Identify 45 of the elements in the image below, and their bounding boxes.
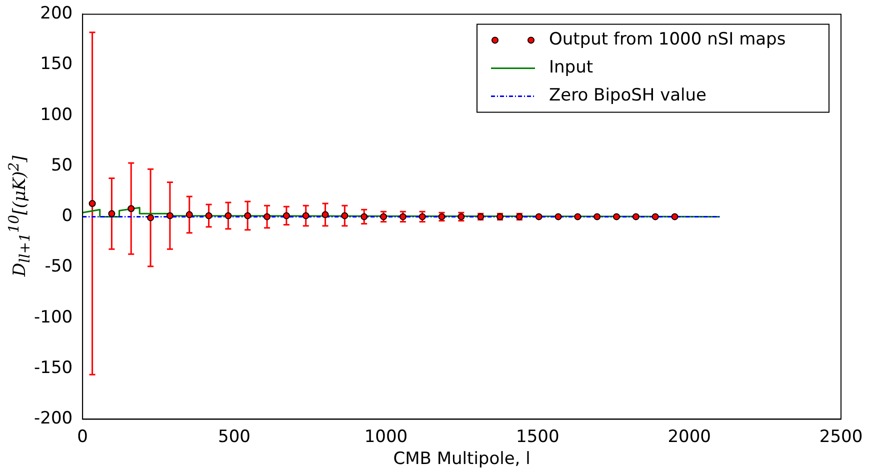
y-tick-label: -100 xyxy=(34,307,73,328)
point xyxy=(224,212,232,220)
legend-label: Output from 1000 nSI maps xyxy=(549,30,786,50)
point xyxy=(341,212,348,220)
point xyxy=(613,213,620,220)
legend-label: Zero BipoSH value xyxy=(549,86,707,106)
y-tick-label: 50 xyxy=(50,155,73,176)
point xyxy=(264,213,271,220)
point xyxy=(671,213,678,220)
point xyxy=(574,213,582,220)
x-tick-label: 2500 xyxy=(819,426,863,447)
x-axis-title: CMB Multipole, l xyxy=(393,449,530,470)
x-tick-label: 2000 xyxy=(668,426,711,447)
point xyxy=(147,214,154,222)
y-tick-label: 150 xyxy=(40,54,73,74)
point xyxy=(554,213,562,220)
legend-label: Input xyxy=(549,58,594,78)
y-tick-label: -50 xyxy=(44,256,73,277)
point xyxy=(652,213,659,220)
point xyxy=(244,212,252,220)
point xyxy=(282,212,290,220)
point xyxy=(128,205,135,212)
x-tick-label: 1000 xyxy=(364,426,408,447)
point xyxy=(399,213,406,220)
y-tick-label: 0 xyxy=(62,206,73,226)
point xyxy=(535,213,542,220)
point xyxy=(108,210,116,218)
point xyxy=(322,211,329,218)
point xyxy=(360,213,368,220)
point xyxy=(632,213,640,220)
point xyxy=(594,213,601,220)
point xyxy=(166,212,174,220)
y-tick-label: -200 xyxy=(34,408,73,429)
y-tick-label: 100 xyxy=(40,104,73,125)
point xyxy=(186,211,193,218)
y-tick-label: -150 xyxy=(34,358,73,378)
x-tick-label: 1500 xyxy=(516,426,560,447)
point xyxy=(418,213,426,220)
y-tick-label: 200 xyxy=(40,4,73,24)
point xyxy=(88,200,96,208)
point xyxy=(302,212,310,220)
x-tick-label: 0 xyxy=(77,426,88,447)
point xyxy=(380,213,388,220)
point xyxy=(205,212,212,220)
x-tick-label: 500 xyxy=(218,426,250,447)
